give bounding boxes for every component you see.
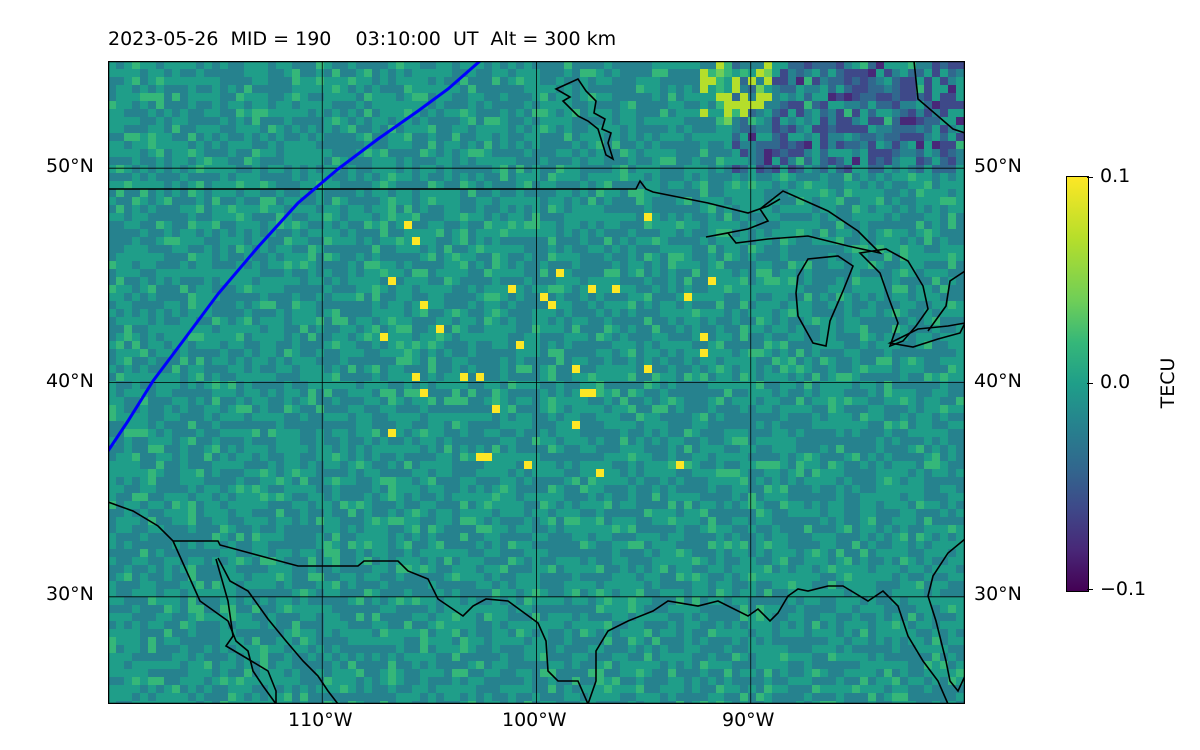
terminator-line — [108, 61, 481, 452]
lake-michigan — [795, 255, 854, 347]
lon-label-100w: 100°W — [502, 709, 567, 731]
east-land — [927, 270, 965, 332]
lake-superior — [705, 190, 883, 255]
colorbar-title: TECU — [1157, 357, 1179, 409]
lat-label-right-50: 50°N — [974, 155, 1022, 177]
gulf-coast — [587, 585, 949, 704]
lat-label-left-30: 30°N — [46, 583, 94, 605]
map-border — [108, 61, 965, 704]
lon-label-110w: 110°W — [288, 709, 353, 731]
colorbar-tick-bottom — [1087, 589, 1093, 590]
graticule — [108, 61, 965, 704]
baja-inner — [217, 557, 339, 704]
lake-erie — [887, 322, 965, 348]
tec-field — [108, 61, 965, 704]
plot-title: 2023-05-26 MID = 190 03:10:00 UT Alt = 3… — [108, 28, 617, 50]
canada-east-coast — [913, 61, 965, 134]
colorbar-tick-mid — [1087, 383, 1093, 384]
island-north — [554, 77, 615, 161]
florida — [927, 538, 965, 693]
lat-label-right-40: 40°N — [974, 370, 1022, 392]
coastlines — [108, 61, 965, 704]
map-panel[interactable] — [108, 61, 965, 704]
colorbar-label-min: −0.1 — [1100, 578, 1147, 600]
lat-label-right-30: 30°N — [974, 583, 1022, 605]
colorbar — [1066, 176, 1089, 592]
colorbar-tick-top — [1087, 177, 1093, 178]
mexico-west-coast — [108, 501, 589, 704]
lon-label-90w: 90°W — [722, 709, 775, 731]
gulf-california — [215, 558, 277, 704]
colorbar-label-zero: 0.0 — [1100, 371, 1131, 393]
map-svg — [108, 61, 965, 704]
colorbar-label-max: 0.1 — [1100, 165, 1131, 187]
lat-label-left-50: 50°N — [46, 155, 94, 177]
baja-california — [172, 540, 277, 704]
lat-label-left-40: 40°N — [46, 370, 94, 392]
